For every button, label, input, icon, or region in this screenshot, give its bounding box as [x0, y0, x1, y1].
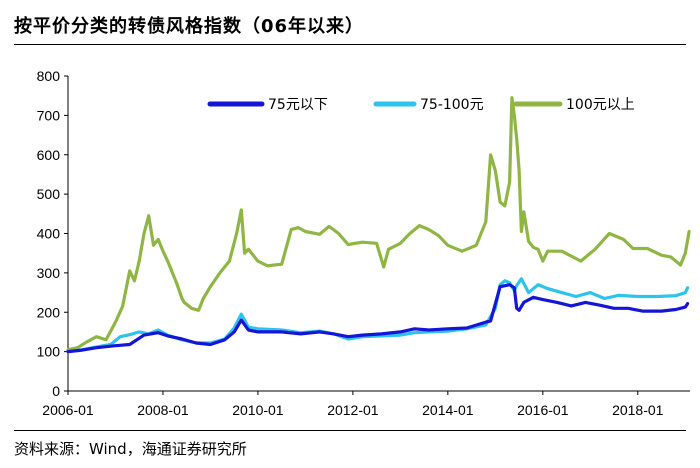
- y-tick-label: 600: [37, 147, 61, 163]
- series-line-2: [66, 96, 691, 352]
- x-tick-label: 2012-01: [327, 402, 379, 418]
- y-tick-label: 400: [37, 226, 61, 242]
- series-line-0: [66, 283, 690, 354]
- x-tick-label: 2010-01: [232, 402, 284, 418]
- legend: 75元以下 75-100元 100元以上: [207, 97, 635, 113]
- legend-label-0: 75元以下: [268, 97, 328, 113]
- x-tick-label: 2016-01: [517, 402, 569, 418]
- y-tick-label: 500: [37, 186, 61, 202]
- x-tick-label: 2008-01: [137, 402, 189, 418]
- y-tick-label: 800: [37, 68, 61, 84]
- source-note: 资料来源：Wind，海通证券研究所: [14, 440, 247, 458]
- chart-title: 按平价分类的转债风格指数（06年以来）: [14, 16, 365, 37]
- footer-divider: [14, 430, 686, 431]
- line-chart: 0 100 200 300 400 500 600 700 800 2006-01 2008-01 2…: [37, 68, 691, 418]
- x-tick-label: 2014-01: [422, 402, 474, 418]
- y-tick-label: 100: [37, 344, 61, 360]
- x-tick-label: 2006-01: [42, 402, 94, 418]
- y-tick-label: 300: [37, 265, 61, 281]
- series-lines: [66, 96, 691, 354]
- y-tick-label: 200: [37, 304, 61, 320]
- y-tick-label: 0: [52, 383, 60, 399]
- y-tick-label: 700: [37, 107, 61, 123]
- legend-label-2: 100元以上: [566, 97, 635, 113]
- x-tick-label: 2018-01: [612, 402, 664, 418]
- axes: 0 100 200 300 400 500 600 700 800 2006-01 2008-01 2…: [37, 68, 690, 418]
- title-divider: [14, 44, 686, 45]
- series-line-1: [66, 277, 690, 354]
- legend-label-1: 75-100元: [420, 97, 484, 113]
